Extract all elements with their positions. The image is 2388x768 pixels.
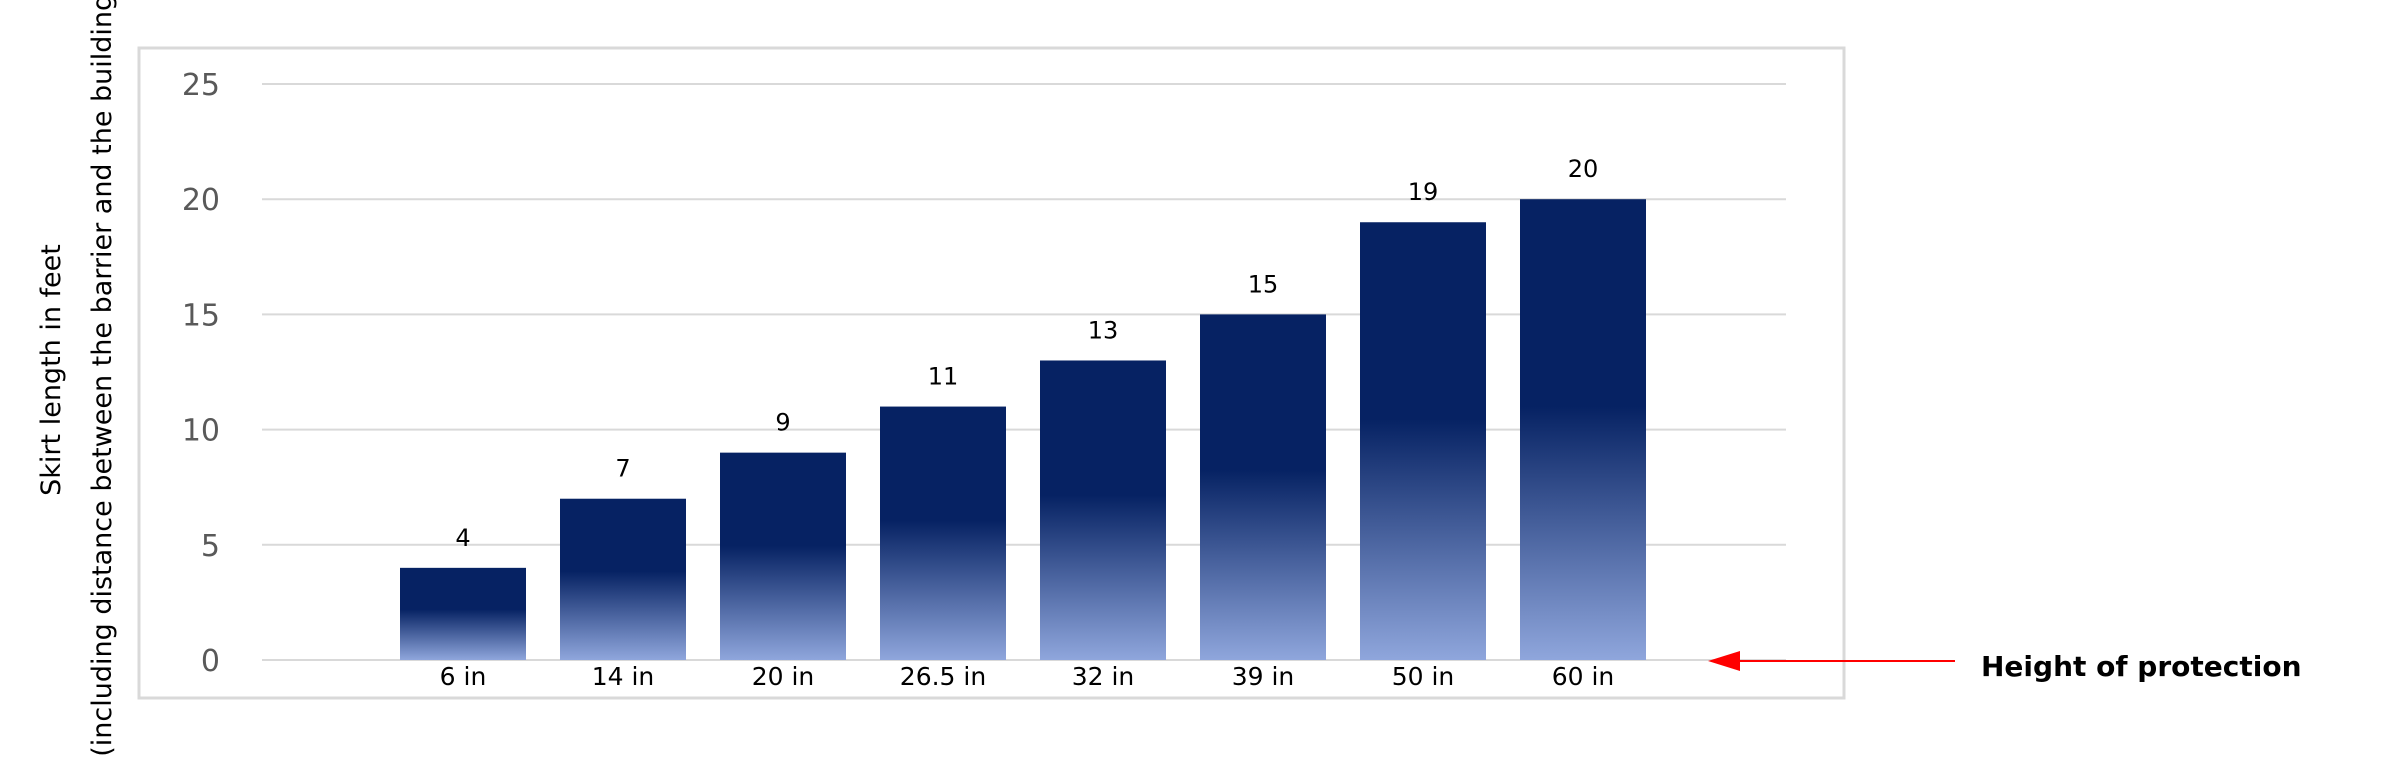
bar — [1360, 222, 1486, 661]
bar — [560, 498, 686, 660]
data-label: 9 — [775, 409, 790, 437]
data-label: 11 — [928, 363, 959, 391]
y-axis-title-line1: Skirt length in feet — [36, 244, 67, 496]
x-axis-categories: 6 in 14 in 20 in 26.5 in 32 in 39 in 50 in 60 i… — [440, 662, 1615, 691]
y-tick-label: 15 — [182, 298, 220, 333]
y-axis-ticks: 0 5 10 15 20 25 — [182, 68, 220, 679]
bar — [1200, 314, 1326, 660]
bar — [720, 452, 846, 660]
y-tick-label: 10 — [182, 414, 220, 449]
y-tick-label: 25 — [182, 68, 220, 103]
x-tick-label: 32 in — [1072, 662, 1135, 691]
annotation-label: Height of protection — [1981, 650, 2302, 683]
data-label: 15 — [1248, 270, 1279, 298]
data-label: 4 — [455, 524, 470, 552]
y-tick-label: 0 — [201, 644, 220, 679]
data-label: 13 — [1088, 316, 1119, 344]
bars: 4 7 9 11 13 15 19 20 — [400, 155, 1646, 661]
y-tick-label: 20 — [182, 183, 220, 218]
x-tick-label: 50 in — [1392, 662, 1455, 691]
bar — [880, 406, 1006, 660]
x-tick-label: 20 in — [752, 662, 815, 691]
data-label: 20 — [1568, 155, 1599, 183]
data-label: 7 — [615, 455, 630, 483]
bar — [400, 567, 526, 660]
x-tick-label: 26.5 in — [900, 662, 986, 691]
data-label: 19 — [1408, 178, 1439, 206]
bar — [1520, 199, 1646, 660]
bar — [1040, 360, 1166, 660]
x-tick-label: 6 in — [440, 662, 487, 691]
y-axis-title: Skirt length in feet (including distance… — [36, 0, 118, 757]
y-axis-title-line2: (including distance between the barrier … — [87, 0, 118, 757]
x-tick-label: 39 in — [1232, 662, 1295, 691]
annotation-arrow-head — [1708, 651, 1740, 671]
x-tick-label: 14 in — [592, 662, 655, 691]
x-tick-label: 60 in — [1552, 662, 1615, 691]
annotation: Height of protection — [1708, 650, 2302, 683]
y-tick-label: 5 — [201, 529, 220, 564]
